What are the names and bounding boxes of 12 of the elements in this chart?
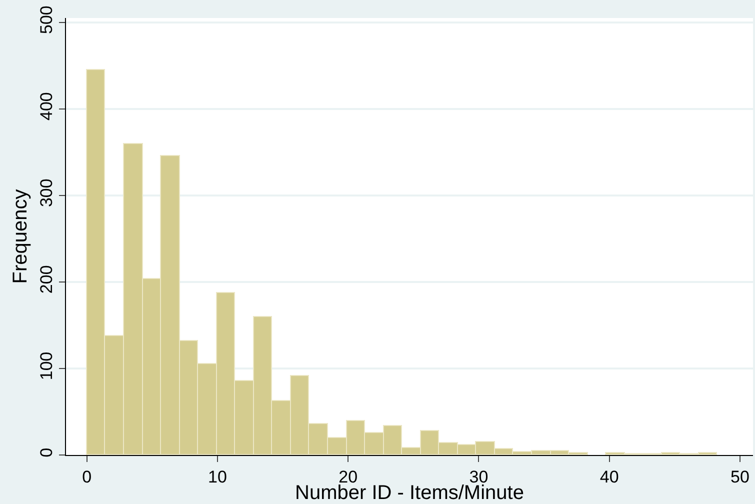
- x-tick-label: 0: [82, 467, 92, 486]
- x-tick-label: 10: [208, 467, 227, 486]
- y-tick-label: 300: [37, 178, 56, 208]
- y-tick-label: 100: [37, 352, 56, 380]
- x-tick-label: 40: [600, 467, 619, 486]
- y-tick-label: 400: [37, 92, 56, 120]
- y-tick-label: 0: [37, 448, 56, 458]
- y-tick-label: 200: [37, 265, 56, 294]
- x-tick-label: 50: [730, 467, 750, 486]
- y-tick-label: 500: [37, 6, 56, 34]
- x-axis-title: Number ID - Items/Minute: [295, 482, 524, 504]
- y-axis-title: Frequency: [10, 189, 32, 284]
